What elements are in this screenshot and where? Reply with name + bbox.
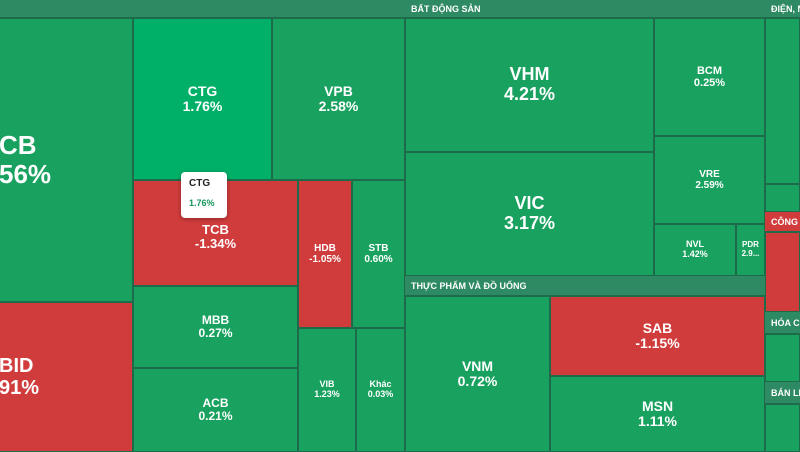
stock-symbol: SAB [642, 319, 673, 336]
stock-symbol: PDR [742, 240, 759, 250]
stock-change: -1.34% [194, 236, 237, 251]
stock-symbol: STB [368, 243, 389, 254]
stock-tile-msn[interactable]: MSN 1.11% [550, 376, 765, 452]
stock-change: 0.60% [364, 254, 393, 265]
stock-symbol: CB [0, 130, 37, 161]
stock-change: 2.9... [741, 249, 760, 258]
stock-change: 91% [0, 377, 40, 399]
stock-change: 1.11% [638, 413, 677, 429]
stock-symbol: Khác [369, 379, 392, 390]
stock-tile-retail-1[interactable] [765, 404, 800, 452]
stock-symbol: VHM [509, 64, 550, 85]
stock-symbol: BID [0, 355, 34, 377]
stock-change: 1.42% [682, 249, 708, 259]
stock-change: -1.15% [635, 335, 680, 351]
stock-tile-pdr[interactable]: PDR 2.9... [736, 224, 765, 276]
stock-tile-power-1[interactable] [765, 18, 800, 184]
stock-tile-ctg[interactable]: CTG 1.76% [133, 18, 272, 180]
stock-change: 0.21% [198, 409, 233, 423]
sector-header-industrial: CÔNG [765, 212, 800, 232]
stock-tile-acb[interactable]: ACB 0.21% [133, 368, 298, 452]
stock-change: 3.17% [503, 213, 556, 233]
sector-header-chemicals: HÓA CH [765, 312, 800, 334]
stock-tile-power-2[interactable] [765, 184, 800, 212]
stock-change: 1.23% [314, 389, 340, 399]
stock-tile-hdb[interactable]: HDB -1.05% [298, 180, 352, 328]
stock-symbol: MSN [641, 397, 674, 414]
tooltip-change: 1.76% [189, 198, 215, 208]
stock-tile-chemicals-1[interactable] [765, 334, 800, 382]
sector-header-banking [0, 0, 405, 18]
stock-tile-vcb[interactable]: CB 56% [0, 18, 133, 302]
stock-change: 2.59% [695, 180, 724, 191]
stock-symbol: MBB [201, 312, 230, 327]
stock-symbol: ACB [202, 395, 229, 410]
stock-tile-vpb[interactable]: VPB 2.58% [272, 18, 405, 180]
stock-change: 1.76% [182, 98, 223, 114]
stock-tile-mbb[interactable]: MBB 0.27% [133, 286, 298, 368]
stock-symbol: HDB [314, 243, 336, 254]
stock-symbol: VNM [461, 357, 494, 374]
stock-tile-vhm[interactable]: VHM 4.21% [405, 18, 654, 152]
stock-change: -1.05% [309, 254, 341, 265]
stock-change: 0.27% [198, 326, 233, 340]
stock-tile-vre[interactable]: VRE 2.59% [654, 136, 765, 224]
stock-symbol: CTG [187, 82, 218, 99]
stock-symbol: VRE [699, 169, 720, 180]
stock-tile-stb[interactable]: STB 0.60% [352, 180, 405, 328]
stock-change: 2.58% [318, 98, 359, 114]
stock-change: 56% [0, 159, 52, 189]
stock-symbol: VIB [319, 379, 335, 390]
hover-tooltip: CTG 1.76% [181, 172, 227, 218]
stock-change: 0.72% [457, 373, 498, 389]
stock-symbol: VIC [514, 193, 545, 214]
sector-header-real-estate: BẤT ĐỘNG SẢN [405, 0, 765, 18]
sector-header-retail: BÁN LẺ [765, 382, 800, 404]
stock-change: 4.21% [503, 84, 556, 104]
stock-tile-bcm[interactable]: BCM 0.25% [654, 18, 765, 136]
stock-tile-nvl[interactable]: NVL 1.42% [654, 224, 736, 276]
stock-tile-vic[interactable]: VIC 3.17% [405, 152, 654, 276]
stock-tile-bid[interactable]: BID 91% [0, 302, 133, 452]
stock-change: 0.03% [367, 389, 394, 399]
stock-symbol: BCM [696, 64, 723, 77]
stock-symbol: NVL [686, 239, 704, 250]
tooltip-symbol: CTG [189, 178, 211, 189]
stock-symbol: TCB [202, 221, 229, 237]
stock-tile-sab[interactable]: SAB -1.15% [550, 296, 765, 376]
stock-tile-vib[interactable]: VIB 1.23% [298, 328, 356, 452]
stock-tile-khac[interactable]: Khác 0.03% [356, 328, 405, 452]
sector-header-food-beverage: THỰC PHẨM VÀ ĐỒ UỐNG [405, 276, 765, 296]
stock-tile-vnm[interactable]: VNM 0.72% [405, 296, 550, 452]
stock-change: 0.25% [693, 77, 726, 89]
stock-tile-industrial-1[interactable] [765, 232, 800, 312]
sector-header-power: ĐIỆN, N [765, 0, 800, 18]
stock-symbol: VPB [324, 82, 353, 99]
